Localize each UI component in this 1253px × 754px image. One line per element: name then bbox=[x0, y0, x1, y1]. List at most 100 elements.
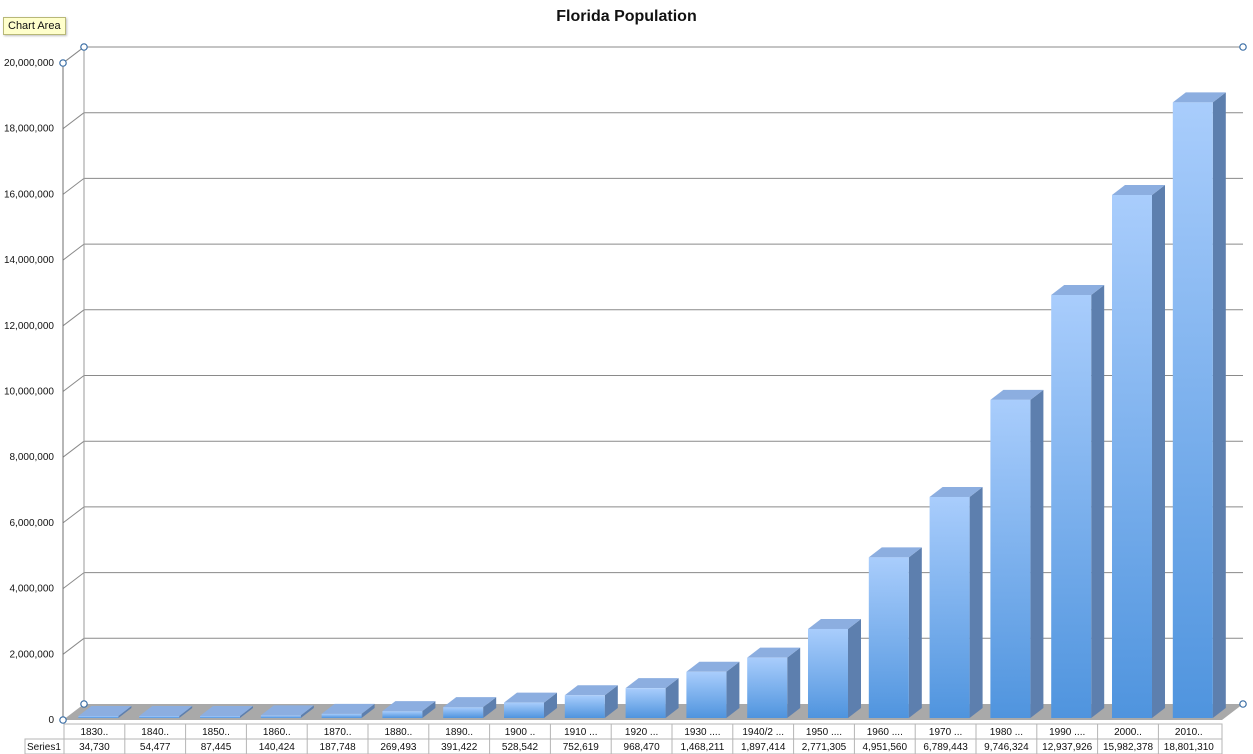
selection-handle[interactable] bbox=[59, 716, 67, 724]
bar bbox=[564, 695, 605, 718]
data-label: 968,470 bbox=[624, 742, 661, 753]
data-label: 752,619 bbox=[563, 742, 600, 753]
bar-top bbox=[443, 697, 497, 708]
chart-title: Florida Population bbox=[556, 8, 697, 25]
data-label: 4,951,560 bbox=[863, 742, 908, 753]
bar-side bbox=[118, 706, 132, 718]
bar-top bbox=[625, 678, 679, 689]
selection-handles[interactable] bbox=[59, 43, 1247, 724]
data-label: 1,468,211 bbox=[681, 742, 725, 753]
category-label: 2010.. bbox=[1175, 727, 1203, 738]
y-tick-label: 18,000,000 bbox=[4, 124, 54, 135]
y-tick-label: 0 bbox=[48, 715, 54, 726]
bar-top bbox=[260, 705, 314, 716]
bar-top bbox=[78, 706, 132, 716]
bar bbox=[747, 657, 788, 718]
gridline-side bbox=[62, 243, 85, 261]
bar bbox=[200, 716, 240, 718]
bar-side bbox=[422, 701, 436, 718]
bar bbox=[78, 716, 119, 718]
selection-handle[interactable] bbox=[80, 43, 88, 51]
selection-handle[interactable] bbox=[80, 700, 88, 708]
gridline-side bbox=[62, 440, 85, 458]
category-label: 1950 .... bbox=[806, 727, 842, 738]
selection-handle[interactable] bbox=[1239, 43, 1247, 51]
back-wall-top-side bbox=[62, 46, 85, 64]
category-label: 1860.. bbox=[263, 727, 291, 738]
category-label: 1850.. bbox=[202, 727, 230, 738]
bar bbox=[443, 707, 484, 718]
bar-top bbox=[1172, 92, 1226, 103]
gridline-side bbox=[62, 112, 85, 130]
bar bbox=[1172, 102, 1213, 719]
data-label: 87,445 bbox=[201, 742, 232, 753]
bar-top bbox=[1112, 184, 1165, 195]
category-label: 1980 ... bbox=[990, 727, 1023, 738]
y-axis: 0 2,000,000 4,000,000 6,000,000 8,000,000 10,… bbox=[4, 47, 85, 726]
y-tick-label: 16,000,000 bbox=[4, 189, 54, 200]
bar-side bbox=[1030, 389, 1044, 718]
data-label: 1,897,414 bbox=[741, 742, 786, 753]
selection-handle[interactable] bbox=[1239, 700, 1247, 708]
bar-side bbox=[604, 685, 618, 718]
bar bbox=[625, 688, 666, 718]
bar-side bbox=[665, 678, 679, 718]
bar bbox=[382, 711, 423, 718]
series-name: Series1 bbox=[27, 742, 61, 753]
category-label: 1960 .... bbox=[867, 727, 903, 738]
data-label: 2,771,305 bbox=[802, 742, 847, 753]
data-label: 6,789,443 bbox=[923, 742, 968, 753]
bar-side bbox=[361, 703, 375, 718]
bar-side bbox=[787, 647, 801, 718]
bar-top bbox=[747, 647, 801, 658]
category-label: 2000.. bbox=[1114, 727, 1142, 738]
y-tick-label: 4,000,000 bbox=[10, 584, 55, 595]
bar-side bbox=[300, 705, 314, 718]
bar bbox=[929, 496, 970, 718]
data-label: 12,937,926 bbox=[1042, 742, 1092, 753]
data-label: 34,730 bbox=[79, 742, 110, 753]
category-label: 1940/2 ... bbox=[742, 727, 784, 738]
bar-side bbox=[544, 692, 557, 718]
data-label: 269,493 bbox=[380, 742, 417, 753]
data-label: 187,748 bbox=[320, 742, 357, 753]
data-label: 140,424 bbox=[259, 742, 296, 753]
bar bbox=[990, 399, 1031, 718]
bar bbox=[260, 715, 301, 718]
gridline-side bbox=[62, 637, 85, 655]
bar-top bbox=[139, 706, 193, 716]
bar bbox=[1112, 194, 1152, 718]
category-label: 1890.. bbox=[445, 727, 473, 738]
data-label: 528,542 bbox=[502, 742, 539, 753]
bar-top bbox=[990, 389, 1044, 400]
category-label: 1930 .... bbox=[684, 727, 720, 738]
bar bbox=[686, 671, 727, 718]
bar-top bbox=[686, 661, 740, 672]
y-tick-label: 14,000,000 bbox=[4, 255, 54, 266]
data-label: 391,422 bbox=[441, 742, 478, 753]
bar-top bbox=[504, 692, 557, 703]
bar bbox=[868, 557, 909, 718]
bar-side bbox=[483, 697, 497, 718]
data-table: 1830.. 34,730 1840.. 54,477 1850.. 87,445 1860… bbox=[24, 723, 1223, 754]
gridline-side bbox=[62, 375, 85, 392]
bar-side bbox=[969, 486, 983, 718]
bar-side bbox=[1152, 184, 1165, 718]
bar-side bbox=[848, 618, 861, 718]
bar-side bbox=[1212, 92, 1226, 719]
bar-top bbox=[808, 618, 861, 629]
bar-top bbox=[200, 706, 253, 716]
bar bbox=[1051, 294, 1092, 718]
bar-top bbox=[321, 703, 375, 714]
data-table-series-cell bbox=[24, 738, 65, 754]
category-label: 1990 .... bbox=[1049, 727, 1085, 738]
bar-top bbox=[868, 547, 922, 558]
bar bbox=[321, 713, 362, 718]
y-tick-label: 12,000,000 bbox=[4, 321, 54, 332]
bar bbox=[504, 702, 544, 718]
category-label: 1870.. bbox=[324, 727, 352, 738]
selection-handle[interactable] bbox=[59, 59, 67, 67]
y-tick-label: 8,000,000 bbox=[10, 452, 55, 463]
category-label: 1920 ... bbox=[625, 727, 658, 738]
